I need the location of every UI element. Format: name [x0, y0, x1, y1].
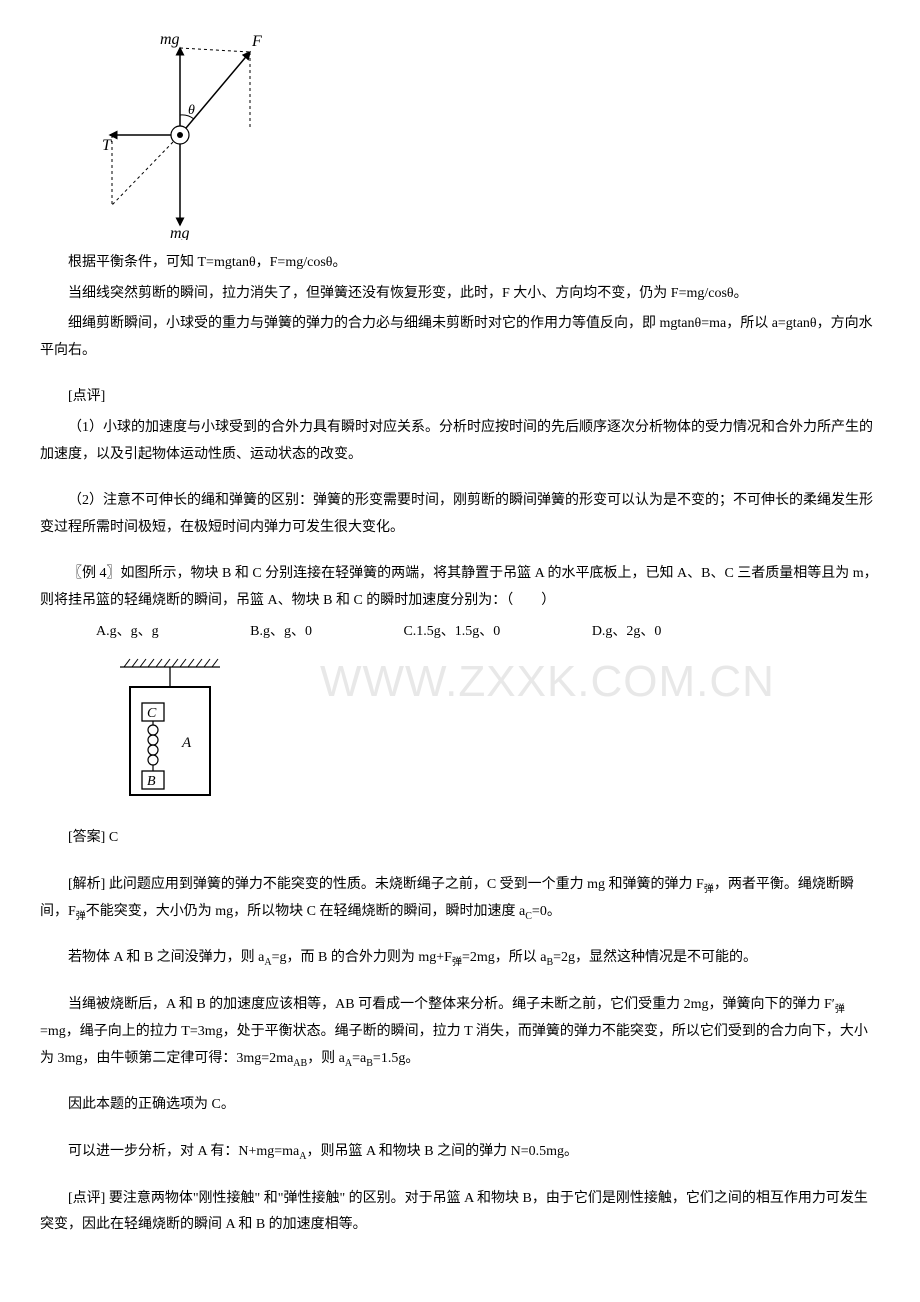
- review-heading: [点评]: [40, 384, 880, 411]
- svg-text:mg: mg: [170, 225, 190, 240]
- option-b: B.g、g、0: [222, 619, 312, 646]
- paragraph-equilibrium: 根据平衡条件，可知 T=mgtanθ，F=mg/cosθ。: [40, 250, 880, 277]
- review-2: [点评] 要注意两物体"刚性接触" 和"弹性接触" 的区别。对于吊篮 A 和物块…: [40, 1186, 880, 1239]
- solution-para-1: [解析] 此问题应用到弹簧的弹力不能突变的性质。未烧断绳子之前，C 受到一个重力…: [40, 872, 880, 926]
- svg-text:θ: θ: [188, 103, 195, 118]
- svg-text:B: B: [147, 774, 156, 789]
- svg-text:C: C: [147, 706, 157, 721]
- review-point-2: （2）注意不可伸长的绳和弹簧的区别：弹簧的形变需要时间，刚剪断的瞬间弹簧的形变可…: [40, 488, 880, 541]
- force-diagram-figure: mg F T mg θ: [100, 30, 880, 240]
- svg-text:F: F: [251, 33, 262, 50]
- basket-spring-figure: C B A: [100, 655, 880, 805]
- answer-line: [答案] C: [40, 825, 880, 852]
- solution-para-4: 因此本题的正确选项为 C。: [40, 1092, 880, 1119]
- solution-para-3: 当绳被烧断后，A 和 B 的加速度应该相等，AB 可看成一个整体来分析。绳子未断…: [40, 992, 880, 1072]
- svg-text:T: T: [102, 137, 112, 154]
- option-a: A.g、g、g: [68, 619, 159, 646]
- paragraph-result: 细绳剪断瞬间，小球受的重力与弹簧的弹力的合力必与细绳未剪断时对它的作用力等值反向…: [40, 311, 880, 364]
- option-d: D.g、2g、0: [564, 619, 662, 646]
- svg-text:mg: mg: [160, 31, 180, 48]
- review-point-1: （1）小球的加速度与小球受到的合外力具有瞬时对应关系。分析时应按时间的先后顺序逐…: [40, 415, 880, 468]
- svg-text:A: A: [181, 735, 192, 751]
- example-4-stem: 〖例 4〗如图所示，物块 B 和 C 分别连接在轻弹簧的两端，将其静置于吊篮 A…: [40, 561, 880, 614]
- solution-para-5: 可以进一步分析，对 A 有：N+mg=maA，则吊篮 A 和物块 B 之间的弹力…: [40, 1139, 880, 1166]
- option-row: A.g、g、g B.g、g、0 C.1.5g、1.5g、0 D.g、2g、0: [40, 619, 880, 646]
- paragraph-after-cut: 当细线突然剪断的瞬间，拉力消失了，但弹簧还没有恢复形变，此时，F 大小、方向均不…: [40, 281, 880, 308]
- option-c: C.1.5g、1.5g、0: [375, 619, 500, 646]
- solution-para-2: 若物体 A 和 B 之间没弹力，则 aA=g，而 B 的合外力则为 mg+F弹=…: [40, 945, 880, 972]
